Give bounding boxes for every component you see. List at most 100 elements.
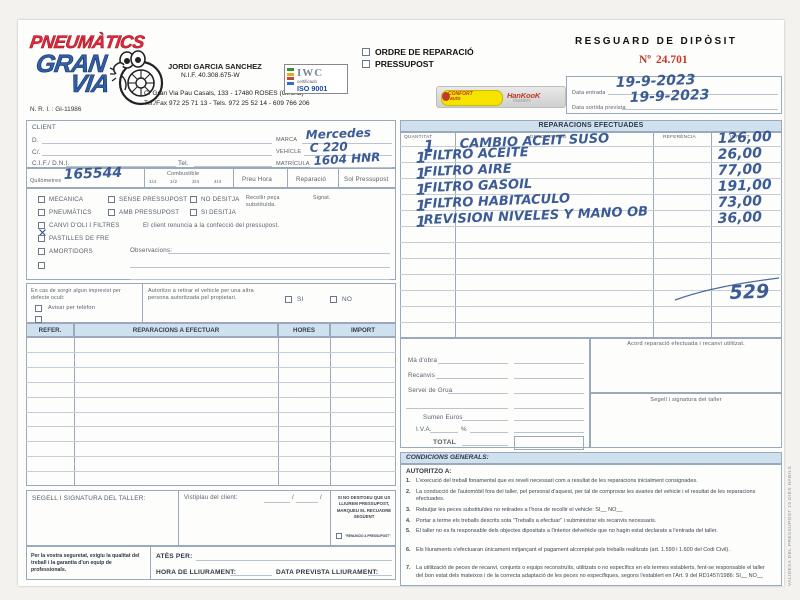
checkbox-pastilles-fre[interactable] (38, 235, 45, 242)
logo-text-via: VIA (68, 70, 111, 99)
observacions-line-2[interactable] (130, 267, 390, 268)
delivery-time-label: HORA DE LLIURAMENT: (156, 569, 237, 576)
checkbox-authorize-no[interactable] (330, 296, 337, 303)
planned-header-refer: REFER. (26, 323, 74, 337)
parts-amount-line[interactable] (514, 378, 584, 379)
observacions-line-1[interactable] (168, 253, 390, 254)
vat-rate-line[interactable] (430, 432, 458, 433)
delivery-time-line[interactable] (230, 575, 272, 576)
checkbox-renuncio-pressupost[interactable] (336, 533, 342, 539)
done-row-import[interactable]: 36,00 (717, 209, 763, 227)
checkbox-mecanica[interactable] (38, 196, 45, 203)
sum-line[interactable] (462, 420, 508, 421)
client-name-line[interactable] (42, 143, 272, 144)
checkbox-canvi-oli-filtres[interactable] (38, 222, 46, 236)
tow-amount-line[interactable] (514, 393, 584, 394)
date-sortida-value[interactable]: 19-9-2023 (629, 86, 710, 106)
marca-line[interactable] (302, 143, 392, 144)
labor-line[interactable] (438, 363, 508, 364)
done-row-divider (400, 178, 782, 179)
agreement-box[interactable] (590, 338, 782, 393)
company-nif: N.I.F. 40.308.675-W (181, 72, 240, 79)
vat-pct-label: % (461, 426, 467, 433)
done-row-divider (400, 306, 782, 307)
agreement-title: Acord reparació efectuada i recanvi util… (627, 341, 745, 347)
checkbox-authorize-si[interactable] (285, 296, 292, 303)
total-underline-stroke (674, 277, 780, 301)
unforeseen-text: En cas de sorgir algun imprevist per def… (31, 288, 121, 302)
observacions-label: Observacions: (130, 247, 173, 254)
planned-header-import: IMPORT (330, 323, 396, 337)
checkbox-no-desitja[interactable] (190, 196, 197, 203)
tow-line[interactable] (448, 393, 508, 394)
label-si-desitja: SI DESITJA (201, 209, 237, 216)
total-amount-box[interactable] (514, 436, 584, 450)
renuncia-note: El client renuncia a la confecció del pr… (143, 223, 280, 229)
checkbox-unforeseen-second[interactable] (35, 316, 42, 323)
checkbox-other-work[interactable] (38, 262, 45, 269)
done-header-quantitat: QUANTITAT (404, 135, 433, 140)
label-pastilles-fre: PASTILLES DE FRE (49, 235, 110, 242)
delivery-date-line[interactable] (368, 575, 392, 576)
checkbox-pressupost[interactable] (362, 60, 370, 68)
tow-label: Servei de Grua (408, 387, 453, 394)
delivery-date-label: DATA PREVISTA LLIURAMENT: (276, 569, 379, 576)
company-logo: PNEUMÀTICS GRAN VIA N. R. I. : GI-11986 (26, 28, 186, 113)
condition-number: 5. (406, 528, 411, 534)
checkbox-pneumatics[interactable] (38, 209, 45, 216)
client-address-line[interactable] (42, 155, 272, 156)
done-row-divider (400, 194, 782, 195)
date-entrada-line (608, 94, 778, 95)
done-table-box[interactable] (400, 132, 782, 338)
parts-line[interactable] (436, 378, 508, 379)
client-ok-date-m[interactable] (296, 502, 318, 503)
matricula-line[interactable] (310, 167, 392, 168)
done-row-import[interactable]: 126,00 (717, 128, 772, 147)
checkbox-ordre-reparacio[interactable] (362, 48, 370, 56)
checkbox-amortidors[interactable] (38, 248, 45, 255)
fuel-mark-0[interactable]: 1/4 (149, 180, 157, 185)
checkbox-avisar-telefon[interactable] (35, 305, 42, 312)
sol-pressupost-label: Sol Pressupost (344, 176, 389, 183)
km-value[interactable]: 165544 (63, 164, 123, 183)
label-sense-pressupost: SENSE PRESSUPOST (119, 196, 188, 203)
checkbox-amb-pressupost[interactable] (108, 209, 115, 216)
footer-delivery-box (26, 546, 396, 580)
client-box (26, 120, 396, 168)
marca-label: MARCA (276, 137, 298, 143)
client-tel-line[interactable] (194, 166, 272, 167)
vehicle-line[interactable] (304, 155, 392, 156)
checkbox-sense-pressupost[interactable] (108, 196, 115, 203)
stamp-signature-box[interactable] (590, 393, 782, 448)
condition-number: 2. (406, 488, 411, 495)
done-row-divider (400, 226, 782, 227)
label-amb-pressupost: AMB PRESSUPOST (119, 209, 180, 216)
done-row-import[interactable]: 26,00 (717, 145, 763, 163)
totals-box (400, 338, 590, 448)
done-row-import[interactable]: 191,00 (717, 176, 772, 195)
unforeseen-box (26, 283, 396, 323)
client-ok-date-d[interactable] (264, 502, 290, 503)
dates-box (566, 76, 782, 114)
date-slash-2: / (320, 495, 322, 501)
confort-auto-line1: CONFORT (448, 90, 473, 97)
fuel-mark-3[interactable]: 4/4 (214, 180, 222, 185)
sum-amount-line[interactable] (514, 420, 584, 421)
planned-row-divider (26, 366, 396, 368)
total-line[interactable] (462, 445, 508, 446)
label-amortidors: AMORTIDORS (49, 248, 93, 255)
iso-mark-text: IWC (297, 67, 324, 79)
checkbox-si-desitja[interactable] (190, 209, 197, 216)
fuel-mark-1[interactable]: 1/2 (170, 180, 178, 185)
attended-by-line[interactable] (196, 560, 392, 561)
done-row-import[interactable]: 73,00 (717, 193, 763, 211)
done-row-import[interactable]: 77,00 (717, 161, 763, 179)
vat-amount-line[interactable] (514, 432, 584, 433)
fuel-mark-2[interactable]: 3/4 (192, 180, 200, 185)
labor-amount-line[interactable] (514, 363, 584, 364)
client-tel-label: Tel. (178, 160, 189, 167)
observacions-line-3[interactable] (130, 279, 390, 280)
vat-line[interactable] (470, 432, 508, 433)
client-cif-line[interactable] (66, 166, 176, 167)
part-note: Recollir peça substituïda. (246, 195, 280, 209)
